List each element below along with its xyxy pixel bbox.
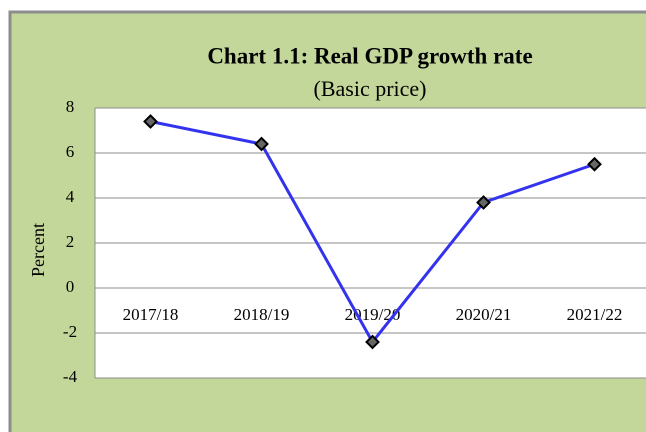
data-point bbox=[254, 136, 269, 152]
data-point bbox=[365, 334, 380, 350]
y-axis-label: Percent bbox=[28, 223, 48, 277]
y-tick-label: -4 bbox=[63, 367, 78, 386]
y-tick-label: 2 bbox=[66, 232, 75, 251]
data-point bbox=[587, 156, 602, 172]
x-tick-label: 2021/22 bbox=[567, 305, 623, 324]
x-tick-label: 2017/18 bbox=[123, 305, 179, 324]
y-tick-label: -2 bbox=[63, 322, 77, 341]
x-tick-label: 2018/19 bbox=[234, 305, 290, 324]
chart-title: Chart 1.1: Real GDP growth rate bbox=[207, 43, 532, 68]
y-tick-label: 4 bbox=[66, 187, 75, 206]
chart-subtitle: (Basic price) bbox=[314, 76, 427, 101]
y-tick-label: 8 bbox=[66, 97, 75, 116]
x-tick-label: 2020/21 bbox=[456, 305, 512, 324]
y-tick-label: 0 bbox=[66, 277, 75, 296]
data-point bbox=[143, 114, 158, 129]
data-point bbox=[476, 195, 491, 210]
y-tick-label: 6 bbox=[66, 142, 75, 161]
